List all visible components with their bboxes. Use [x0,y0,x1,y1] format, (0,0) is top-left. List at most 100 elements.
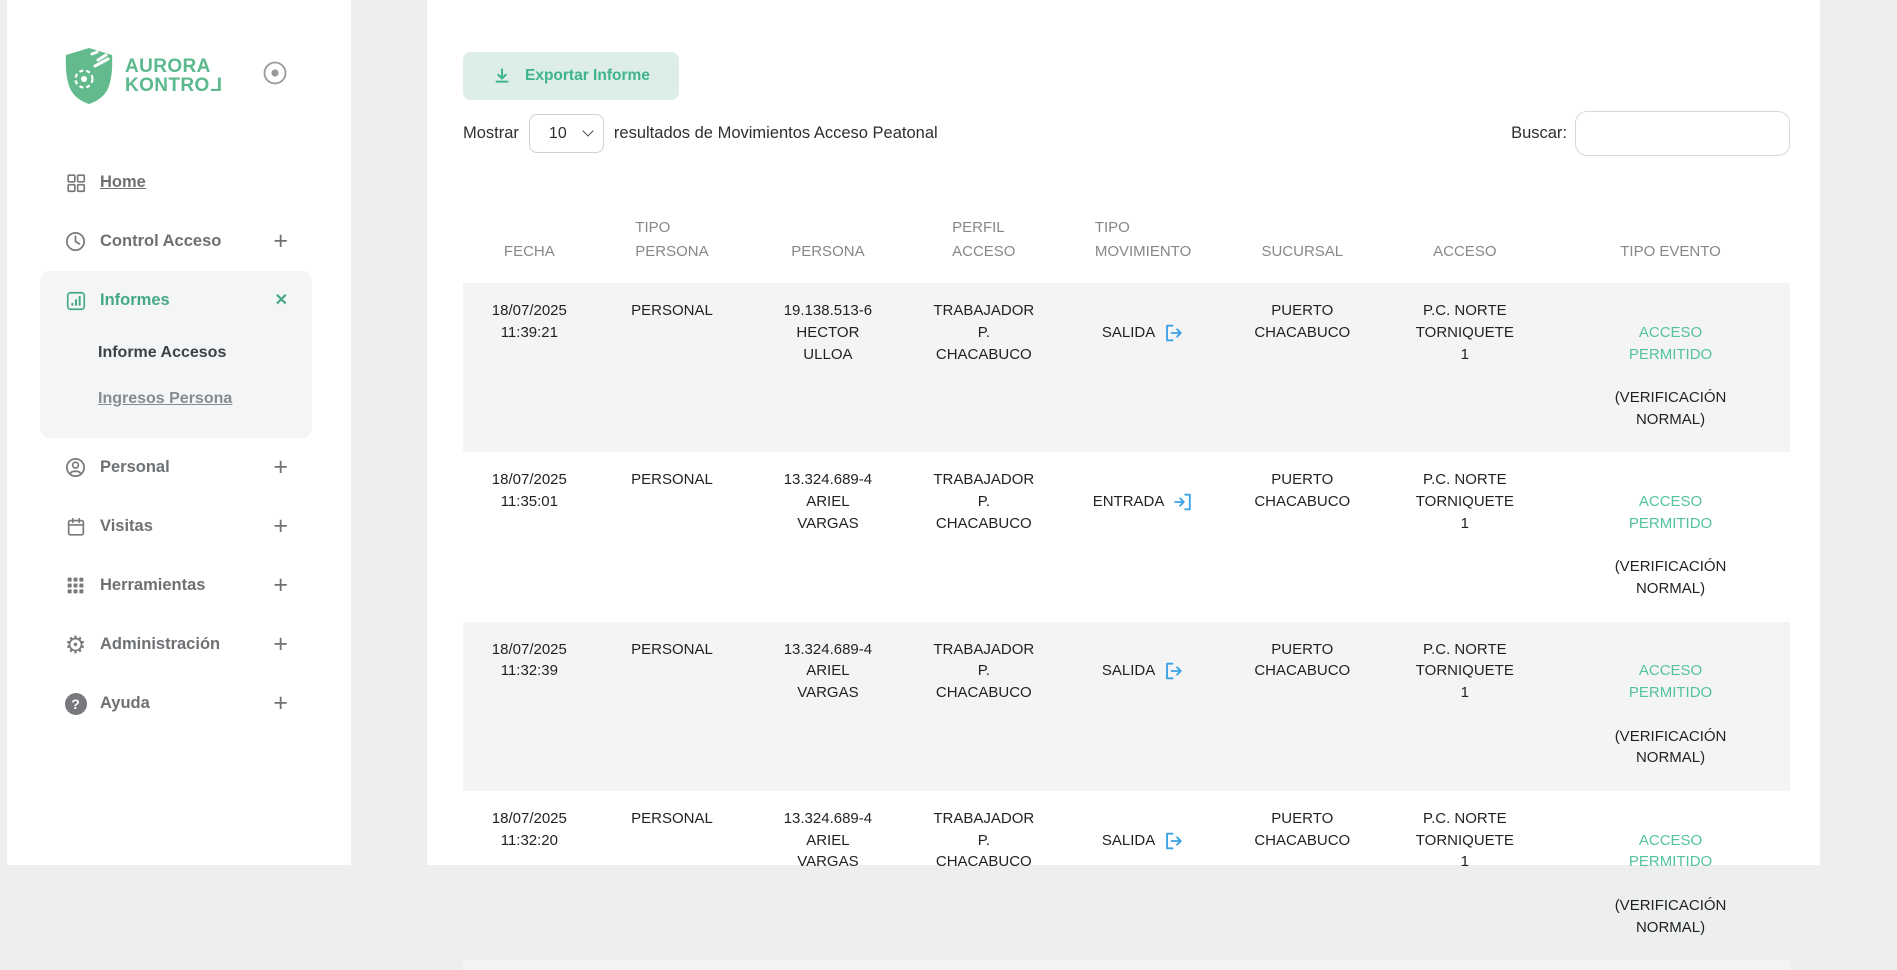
verificacion-label: (VERIFICACIÓN NORMAL) [1614,727,1727,767]
sidebar-item-label: Control Acceso [100,232,222,250]
page-size-select[interactable]: 10 [528,114,604,153]
dashboard-icon [62,172,89,194]
salida-icon [1166,324,1182,341]
brand-line2: KONTRO [125,75,210,96]
movement-label: SALIDA [1101,831,1156,849]
sidebar-subitem-label: Ingresos Persona [98,390,233,407]
table-body: 18/07/2025 11:39:21 PERSONAL 19.138.513-… [463,283,1790,960]
verificacion-label: (VERIFICACIÓN NORMAL) [1614,558,1727,597]
expand-plus-icon[interactable]: + [273,453,288,481]
sidebar-subitem-label: Informe Accesos [98,344,227,361]
mostrar-label: Mostrar [463,124,519,142]
cell-sucursal: PUERTO CHACABUCO [1254,640,1351,680]
cell-persona: 13.324.689-4 ARIEL VARGAS [783,471,873,532]
calendar-icon [62,516,89,538]
circle-dot-icon [262,60,292,86]
export-report-label: Exportar Informe [525,67,650,84]
acceso-permitido-label: ACCESO PERMITIDO [1628,831,1713,871]
sidebar-item-control-acceso[interactable]: Control Acceso + [40,212,312,271]
cell-perfil-acceso: TRABAJADOR P. CHACABUCO [933,302,1035,363]
cell-sucursal: PUERTO CHACABUCO [1254,471,1351,510]
cell-acceso: P.C. NORTE TORNIQUETE 1 [1415,471,1514,532]
sidebar-item-ayuda[interactable]: ? Ayuda + [40,674,312,733]
clock-icon [62,230,89,253]
brand-shield-icon [62,46,116,106]
cell-fecha: 18/07/2025 11:39:21 [491,302,567,341]
cell-persona: 19.138.513-6 HECTOR ULLOA [783,302,873,363]
brand: AURORA KONTROL [0,0,351,106]
sidebar-collapse-toggle[interactable] [262,58,292,88]
table-toolbar: Mostrar 10 resultados de Movimientos Acc… [463,110,1790,157]
results-label: resultados de Movimientos Acceso Peatona… [613,124,938,142]
verificacion-label: (VERIFICACIÓN NORMAL) [1614,896,1727,936]
table-row: 18/07/2025 11:39:21 PERSONAL 19.138.513-… [463,283,1790,453]
movement-label: ENTRADA [1092,493,1165,511]
expand-plus-icon[interactable]: + [273,630,288,658]
table-row: 18/07/2025 11:32:39 PERSONAL 13.324.689-… [463,621,1790,791]
sidebar-item-label: Informes [100,291,170,309]
column-header: FECHA [503,243,555,261]
sidebar-item-label: Herramientas [100,576,206,594]
salida-icon [1166,663,1182,680]
download-icon [492,66,512,86]
cell-fecha: 18/07/2025 11:35:01 [491,471,567,510]
acceso-permitido-label: ACCESO PERMITIDO [1628,323,1713,363]
cell-fecha: 18/07/2025 11:32:39 [491,640,567,680]
column-header: ACCESO [1433,243,1497,261]
sidebar-item-informes[interactable]: Informes ✕ [40,271,312,330]
cell-tipo-persona: PERSONAL [631,640,713,658]
expand-plus-icon[interactable]: + [273,689,288,717]
sidebar-item-herramientas[interactable]: Herramientas + [40,556,312,615]
search-label: Buscar: [1511,124,1567,142]
sidebar-item-administracion[interactable]: ⚙ Administración + [40,615,312,674]
close-icon[interactable]: ✕ [274,291,288,309]
movement-label: SALIDA [1101,662,1156,680]
table-row: 18/07/2025 11:32:20 PERSONAL 13.324.689-… [463,791,1790,960]
sidebar-item-label: Ayuda [100,694,150,712]
sidebar-item-label: Personal [100,458,170,476]
gear-icon: ⚙ [64,630,87,659]
bar-chart-icon [62,290,89,312]
column-header: TIPO MOVIMIENTO [1094,218,1192,261]
column-header: PERFIL ACCESO [952,218,1016,261]
export-report-button[interactable]: Exportar Informe [463,52,679,100]
sidebar-item-personal[interactable]: Personal + [40,438,312,497]
cell-perfil-acceso: TRABAJADOR P. CHACABUCO [933,809,1035,871]
column-header: SUCURSAL [1261,243,1344,261]
search-input[interactable] [1575,111,1790,156]
movement-label: SALIDA [1101,323,1156,341]
window-edge [0,0,7,865]
access-report-table: FECHA TIPO PERSONA PERSONA PERFIL ACCESO TIP… [463,165,1790,960]
cell-tipo-evento: ACCESO PERMITIDO (VERIFICACIÓN NORMAL) [1551,791,1790,960]
sidebar-item-label: Home [100,173,146,191]
expand-plus-icon[interactable]: + [273,227,288,255]
cell-tipo-evento: ACCESO PERMITIDO (VERIFICACIÓN NORMAL) [1551,622,1790,791]
cell-tipo-evento: ACCESO PERMITIDO (VERIFICACIÓN NORMAL) [1551,452,1790,621]
acceso-permitido-label: ACCESO PERMITIDO [1628,662,1713,701]
cell-acceso: P.C. NORTE TORNIQUETE 1 [1415,302,1514,363]
expand-plus-icon[interactable]: + [273,512,288,540]
cell-tipo-persona: PERSONAL [631,302,713,319]
help-icon: ? [62,692,89,715]
expand-plus-icon[interactable]: + [273,571,288,599]
cell-fecha: 18/07/2025 11:32:20 [491,809,567,849]
cell-tipo-movimiento: SALIDA [1060,622,1226,791]
sidebar-group-informes: Informes ✕ Informe Accesos Ingresos Pers… [40,271,312,438]
sidebar-item-ingresos-persona[interactable]: Ingresos Persona [40,376,312,422]
sidebar-item-informe-accesos[interactable]: Informe Accesos [40,330,312,376]
cell-acceso: P.C. NORTE TORNIQUETE 1 [1415,809,1514,871]
cell-tipo-persona: PERSONAL [631,471,713,489]
cell-persona: 13.324.689-4 ARIEL VARGAS [783,809,873,871]
column-header: PERSONA [791,243,865,261]
sidebar-nav: Home Control Acceso + [0,153,351,733]
sidebar-item-visitas[interactable]: Visitas + [40,497,312,556]
cell-sucursal: PUERTO CHACABUCO [1254,809,1351,849]
sidebar: AURORA KONTROL Home [0,0,351,865]
sidebar-item-home[interactable]: Home [40,153,312,212]
acceso-permitido-label: ACCESO PERMITIDO [1628,493,1713,532]
sidebar-item-label: Visitas [100,517,153,535]
cell-tipo-evento: ACCESO PERMITIDO (VERIFICACIÓN NORMAL) [1551,283,1790,452]
salida-icon [1166,832,1182,849]
column-header: TIPO EVENTO [1620,243,1721,261]
cell-persona: 13.324.689-4 ARIEL VARGAS [783,640,873,702]
